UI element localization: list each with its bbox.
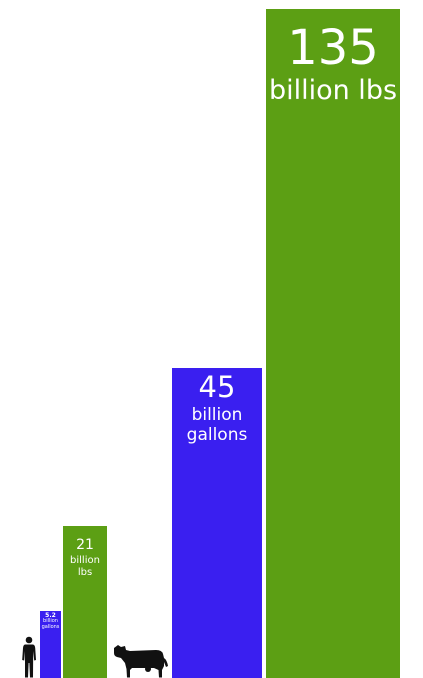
bars-group bbox=[40, 9, 400, 678]
data-label-number: 135 bbox=[287, 20, 379, 76]
data-label-cow-waste: 135 billion lbs bbox=[266, 24, 400, 106]
data-label-unit: billion lbs bbox=[70, 555, 100, 578]
data-label-number: 5.2 bbox=[45, 612, 56, 619]
human-silhouette-icon bbox=[22, 636, 36, 678]
bar-human-waste bbox=[63, 526, 107, 678]
bar-human-water bbox=[40, 611, 61, 678]
data-label-human-waste: 21 billion lbs bbox=[63, 538, 107, 578]
data-label-human-water: 5.2 billion gallons bbox=[40, 613, 61, 630]
cow-silhouette-icon bbox=[114, 645, 168, 678]
data-label-number: 21 bbox=[76, 537, 94, 553]
bar-cow-water bbox=[172, 368, 262, 678]
data-label-number: 45 bbox=[198, 370, 236, 404]
data-label-unit: billion gallons bbox=[41, 618, 60, 630]
bar-cow-waste bbox=[266, 9, 400, 678]
data-label-cow-water: 45 billion gallons bbox=[172, 373, 262, 445]
data-label-unit: billion lbs bbox=[268, 75, 398, 106]
data-label-unit: billion gallons bbox=[186, 405, 248, 445]
